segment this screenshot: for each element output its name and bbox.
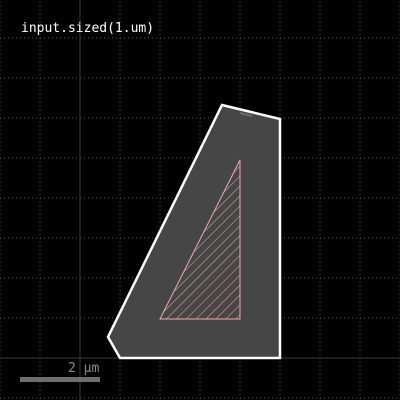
scale-bar-label: 2 µm — [68, 361, 99, 376]
caption-text: input.sized(1.um) — [21, 21, 154, 36]
input-polygon — [159, 159, 241, 320]
scale-bar — [20, 377, 100, 382]
edge-marker — [239, 112, 253, 117]
